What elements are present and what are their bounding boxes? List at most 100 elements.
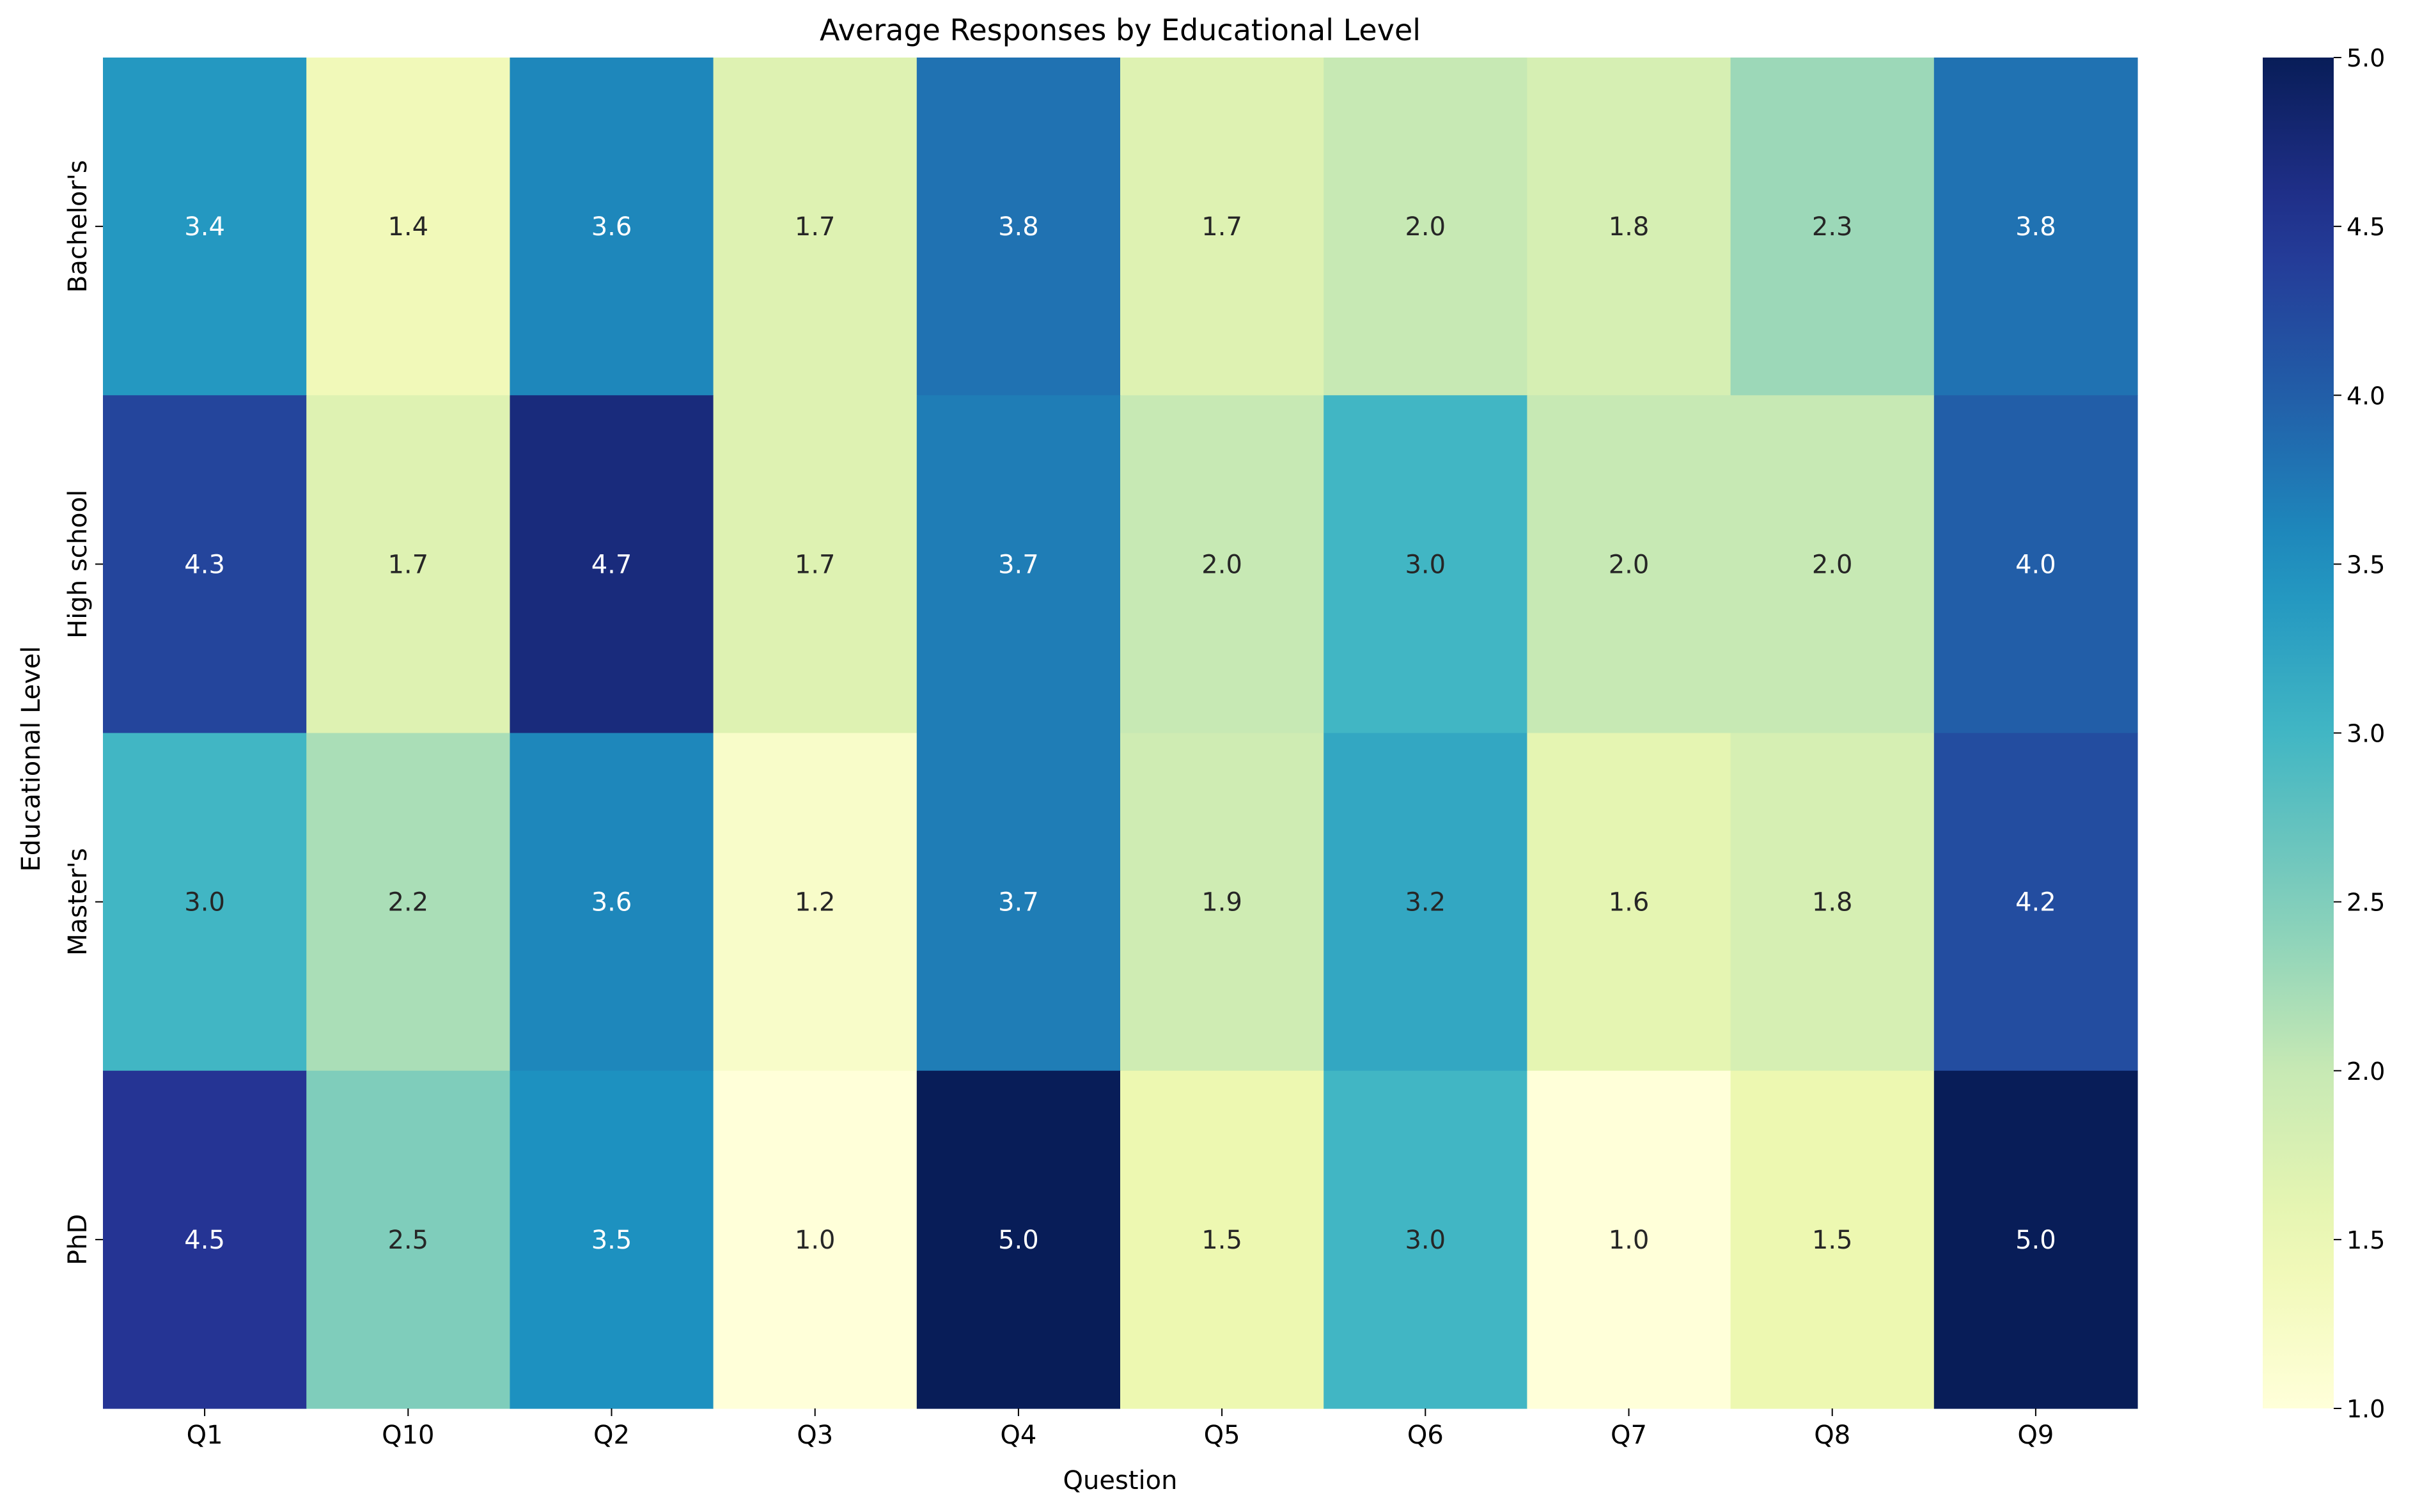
cell-value-label: 1.7 [1201, 212, 1242, 242]
x-tick-label: Q9 [2017, 1421, 2054, 1450]
heatmap-cell [1120, 733, 1324, 1072]
x-tick-label: Q10 [382, 1421, 434, 1450]
cell-value-label: 1.9 [1201, 888, 1242, 917]
cell-value-label: 4.7 [591, 550, 632, 579]
cell-value-label: 1.0 [795, 1226, 836, 1255]
heatmap-cell [713, 1070, 918, 1409]
heatmap-cell [510, 58, 714, 396]
cell-value-label: 1.7 [387, 550, 428, 579]
y-tick-label: Master's [63, 848, 93, 955]
colorbar-tick-label: 4.5 [2347, 213, 2385, 241]
cell-value-label: 3.0 [184, 888, 225, 917]
chart-title: Average Responses by Educational Level [820, 13, 1421, 47]
heatmap-cell [1730, 58, 1935, 396]
heatmap-cell [713, 733, 918, 1072]
cell-value-label: 3.6 [591, 888, 632, 917]
heatmap-cell [1324, 1070, 1527, 1409]
x-tick-label: Q2 [593, 1421, 630, 1450]
heatmap-cell [916, 395, 1121, 734]
cell-value-label: 4.2 [2015, 888, 2056, 917]
x-tick-label: Q6 [1407, 1421, 1444, 1450]
heatmap-cell [1730, 395, 1935, 734]
x-tick-label: Q4 [1000, 1421, 1036, 1450]
cell-value-label: 3.7 [998, 550, 1039, 579]
cell-value-label: 3.5 [591, 1226, 632, 1255]
heatmap-cell [1933, 1070, 2138, 1409]
y-tick-label: High school [63, 490, 93, 639]
heatmap-cell [1527, 58, 1731, 396]
heatmap-cells: 3.4 1.4 3.6 1.7 3.8 1.7 2.0 1.8 2.3 3.8 4.3 1.7 4.7 1… [103, 58, 2138, 1409]
colorbar-tick-label: 1.0 [2347, 1395, 2385, 1423]
heatmap-cell [1324, 733, 1527, 1072]
heatmap-cell [103, 395, 307, 734]
heatmap-cell [1120, 58, 1324, 396]
cell-value-label: 1.7 [795, 550, 836, 579]
heatmap-cell [1527, 733, 1731, 1072]
cell-value-label: 5.0 [998, 1226, 1039, 1255]
heatmap-cell [510, 1070, 714, 1409]
colorbar-tick-label: 1.5 [2347, 1226, 2385, 1254]
x-tick-label: Q1 [187, 1421, 223, 1450]
heatmap-cell [916, 1070, 1121, 1409]
cell-value-label: 2.0 [1609, 550, 1650, 579]
cell-value-label: 1.5 [1201, 1226, 1242, 1255]
heatmap-cell [916, 58, 1121, 396]
x-tick-label: Q5 [1204, 1421, 1240, 1450]
cell-value-label: 3.0 [1405, 1226, 1446, 1255]
heatmap-cell [713, 395, 918, 734]
cell-value-label: 1.0 [1609, 1226, 1650, 1255]
heatmap-cell [1324, 395, 1527, 734]
heatmap-cell [1933, 395, 2138, 734]
cell-value-label: 1.6 [1609, 888, 1650, 917]
y-axis: Bachelor's High school Master's PhD [63, 160, 103, 1265]
cell-value-label: 2.2 [387, 888, 428, 917]
x-tick-label: Q8 [1814, 1421, 1850, 1450]
heatmap-cell [1527, 1070, 1731, 1409]
cell-value-label: 1.8 [1812, 888, 1853, 917]
cell-value-label: 2.3 [1812, 212, 1853, 242]
cell-value-label: 2.0 [1201, 550, 1242, 579]
cell-value-label: 1.8 [1609, 212, 1650, 242]
cell-value-label: 3.0 [1405, 550, 1446, 579]
cell-value-label: 2.5 [387, 1226, 428, 1255]
heatmap-cell [103, 58, 307, 396]
heatmap-cell [1120, 395, 1324, 734]
heatmap-cell [510, 733, 714, 1072]
heatmap-cell [1933, 733, 2138, 1072]
colorbar-tick-label: 3.5 [2347, 550, 2385, 579]
heatmap-cell [1933, 58, 2138, 396]
x-tick-label: Q3 [797, 1421, 833, 1450]
heatmap-cell [1120, 1070, 1324, 1409]
heatmap-cell [1730, 1070, 1935, 1409]
heatmap-cell [1730, 733, 1935, 1072]
x-tick-label: Q7 [1611, 1421, 1647, 1450]
colorbar-tick-label: 5.0 [2347, 44, 2385, 72]
x-axis-label: Question [1063, 1466, 1178, 1495]
heatmap-cell [713, 58, 918, 396]
colorbar-tick-label: 2.0 [2347, 1057, 2385, 1086]
heatmap-cell [1324, 58, 1527, 396]
heatmap-cell [306, 395, 510, 734]
cell-value-label: 5.0 [2015, 1226, 2056, 1255]
cell-value-label: 4.5 [184, 1226, 225, 1255]
y-tick-label: Bachelor's [63, 160, 93, 293]
cell-value-label: 3.8 [998, 212, 1039, 242]
heatmap-cell [916, 733, 1121, 1072]
cell-value-label: 3.7 [998, 888, 1039, 917]
cell-value-label: 1.4 [387, 212, 428, 242]
heatmap-cell [306, 58, 510, 396]
colorbar: 1.0 1.5 2.0 2.5 3.0 3.5 4.0 4.5 5.0 [2263, 44, 2385, 1423]
cell-value-label: 3.4 [184, 212, 225, 242]
cell-value-label: 4.0 [2015, 550, 2056, 579]
cell-value-label: 3.6 [591, 212, 632, 242]
y-axis-label: Educational Level [17, 646, 46, 871]
heatmap-cell [510, 395, 714, 734]
cell-value-label: 1.5 [1812, 1226, 1853, 1255]
heatmap-cell [306, 1070, 510, 1409]
cell-value-label: 4.3 [184, 550, 225, 579]
cell-value-label: 2.0 [1812, 550, 1853, 579]
cell-value-label: 2.0 [1405, 212, 1446, 242]
cell-value-label: 1.7 [795, 212, 836, 242]
colorbar-tick-label: 2.5 [2347, 889, 2385, 917]
